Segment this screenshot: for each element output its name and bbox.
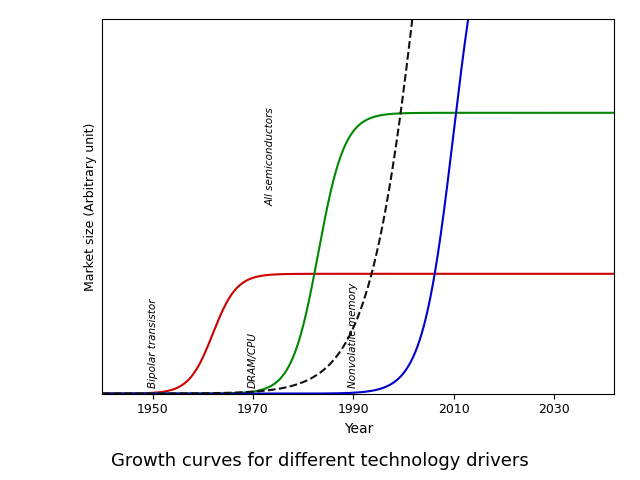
Y-axis label: Market size (Arbitrary unit): Market size (Arbitrary unit): [84, 122, 97, 290]
Text: Nonvolatile memory: Nonvolatile memory: [348, 283, 358, 388]
X-axis label: Year: Year: [344, 422, 373, 436]
Text: Growth curves for different technology drivers: Growth curves for different technology d…: [111, 452, 529, 470]
Text: Bipolar transistor: Bipolar transistor: [148, 299, 157, 388]
Text: All semiconductors: All semiconductors: [266, 108, 276, 206]
Text: DRAM/CPU: DRAM/CPU: [248, 332, 258, 388]
